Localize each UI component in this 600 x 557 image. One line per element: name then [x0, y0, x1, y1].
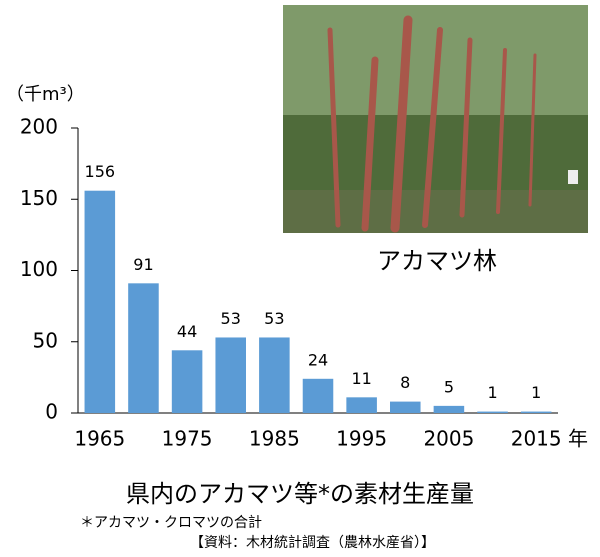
x-tick-label: 1975	[162, 427, 213, 451]
photo-ground	[283, 190, 588, 233]
value-label: 53	[264, 309, 284, 328]
value-label: 91	[133, 255, 153, 274]
x-tick-label: 1965	[74, 427, 125, 451]
bar	[302, 378, 334, 413]
y-tick-label: 150	[20, 186, 58, 210]
x-axis-label: 年	[568, 427, 588, 451]
photo-trunks	[327, 15, 537, 233]
bar	[520, 411, 552, 413]
value-label: 1	[487, 383, 497, 402]
y-tick-label: 200	[20, 115, 58, 139]
value-label: 53	[221, 309, 241, 328]
photo-sign	[568, 170, 578, 184]
photo	[283, 5, 588, 233]
y-tick-label: 100	[20, 257, 58, 281]
value-label: 8	[400, 373, 410, 392]
bar	[84, 190, 116, 413]
value-label: 1	[531, 383, 541, 402]
y-tick-label: 0	[45, 400, 58, 424]
value-label: 5	[444, 377, 454, 396]
bar	[128, 283, 159, 413]
bar	[259, 337, 290, 413]
footnote: ＊アカマツ・クロマツの合計	[80, 515, 262, 531]
value-label: 44	[177, 322, 197, 341]
bar	[215, 337, 246, 413]
bar	[346, 397, 377, 413]
y-axis-label: （千m³）	[6, 84, 85, 105]
source: 【資料：木材統計調査（農林水産省）】	[190, 535, 435, 551]
y-tick-label: 50	[33, 328, 58, 352]
chart-title: 県内のアカマツ等*の素材生産量	[126, 480, 474, 508]
photo-caption: アカマツ林	[377, 247, 497, 275]
bar	[171, 350, 203, 413]
value-label: 156	[85, 162, 116, 181]
value-label: 11	[351, 369, 371, 388]
value-label: 24	[308, 350, 328, 369]
bar	[477, 411, 508, 413]
x-tick-label: 1985	[249, 427, 300, 451]
x-tick-label: 2015	[511, 427, 562, 451]
x-tick-label: 2005	[423, 427, 474, 451]
bar	[390, 401, 421, 413]
bar	[433, 405, 465, 413]
x-tick-label: 1995	[336, 427, 387, 451]
